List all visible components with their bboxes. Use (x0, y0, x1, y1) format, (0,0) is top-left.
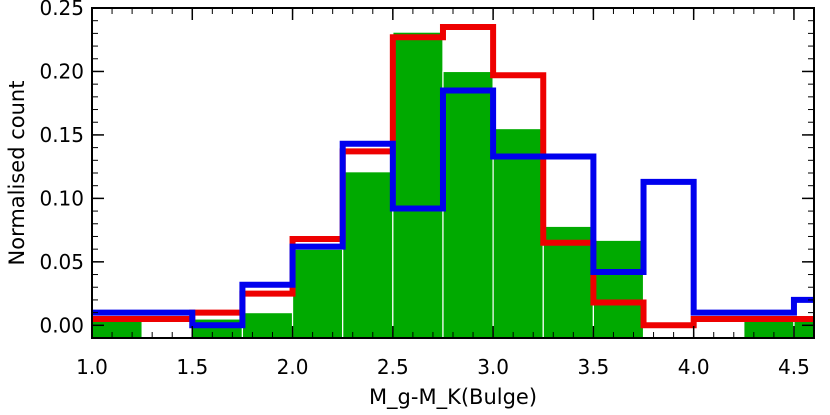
x-tick-label: 2.0 (277, 355, 309, 379)
y-tick-label: 0.05 (39, 250, 84, 274)
x-tick-label: 3.5 (577, 355, 609, 379)
step-series-2 (92, 87, 814, 329)
step-histograms (92, 24, 814, 329)
histogram-bar (291, 248, 344, 338)
y-tick-label: 0.00 (39, 313, 84, 337)
y-tick-label: 0.20 (39, 59, 84, 83)
x-axis-title: M_g-M_K(Bulge) (369, 385, 537, 410)
x-tick-label: 1.0 (76, 355, 108, 379)
filled-histogram (92, 31, 814, 338)
histogram-bar (442, 70, 494, 338)
histogram-bar (342, 171, 394, 338)
x-tick-label: 4.5 (778, 355, 810, 379)
x-tick-label: 3.0 (477, 355, 509, 379)
y-axis-title: Normalised count (5, 81, 29, 266)
y-tick-label: 0.25 (39, 0, 84, 20)
histogram-bar (592, 239, 645, 338)
y-tick-label: 0.15 (39, 123, 84, 147)
x-tick-label: 4.0 (678, 355, 710, 379)
tick-labels: 1.0 1.5 2.0 2.5 3.0 3.5 4.0 4.5 0.00 0.05 0.10 0.15… (39, 0, 809, 379)
x-tick-label: 1.5 (176, 355, 208, 379)
histogram-bar (191, 318, 244, 338)
axis-ticks (91, 7, 814, 338)
histogram-bar (241, 312, 294, 338)
x-tick-label: 2.5 (377, 355, 409, 379)
histogram-bar (492, 127, 544, 338)
y-tick-label: 0.10 (39, 186, 84, 210)
histogram-bar (392, 31, 444, 338)
